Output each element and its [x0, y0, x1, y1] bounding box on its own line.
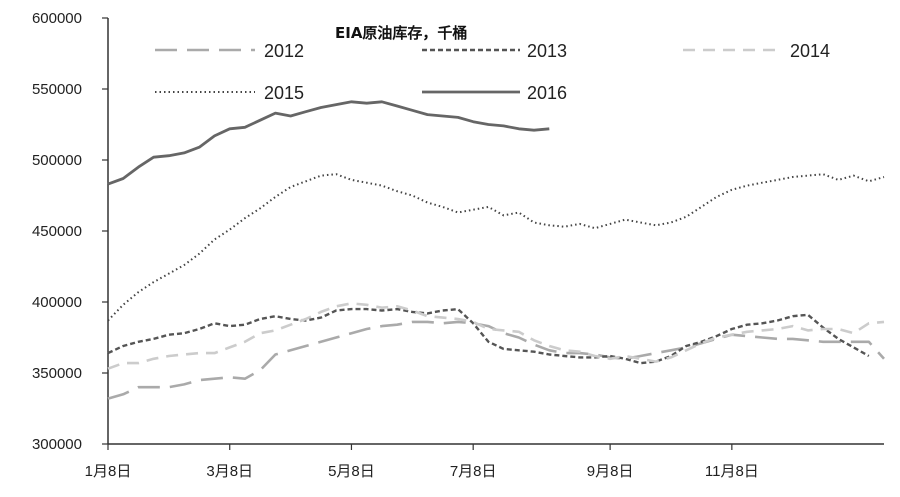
legend-label-2016: 2016 [527, 83, 567, 103]
series-line-2015 [107, 173, 885, 322]
y-tick-label: 550000 [32, 81, 82, 98]
x-tick-label: 5月8日 [328, 463, 375, 480]
y-tick-label: 300000 [32, 436, 82, 453]
y-tick-label: 600000 [32, 10, 82, 27]
legend: 2012 2013 2014 2015 2016 [155, 41, 830, 103]
x-tick-label: 9月8日 [587, 463, 634, 480]
series-line-2014 [107, 302, 885, 370]
x-tick-label: 7月8日 [450, 463, 497, 480]
y-tick-label: 450000 [32, 223, 82, 240]
series-line-2013 [107, 307, 870, 365]
legend-label-2015: 2015 [264, 83, 304, 103]
x-tick-label: 11月8日 [705, 463, 759, 480]
axes: 300000 350000 400000 450000 500000 550000 6000… [32, 10, 884, 480]
legend-label-2012: 2012 [264, 41, 304, 61]
x-tick-label: 1月8日 [85, 463, 132, 480]
y-tick-label: 400000 [32, 294, 82, 311]
y-tick-label: 350000 [32, 365, 82, 382]
legend-label-2014: 2014 [790, 41, 830, 61]
series-line-2012 [107, 320, 885, 400]
series-layer [107, 100, 885, 400]
x-tick-label: 3月8日 [206, 463, 253, 480]
series-line-2016 [107, 100, 550, 186]
legend-label-2013: 2013 [527, 41, 567, 61]
chart-title: EIA原油库存，千桶 [335, 24, 467, 42]
y-tick-label: 500000 [32, 152, 82, 169]
